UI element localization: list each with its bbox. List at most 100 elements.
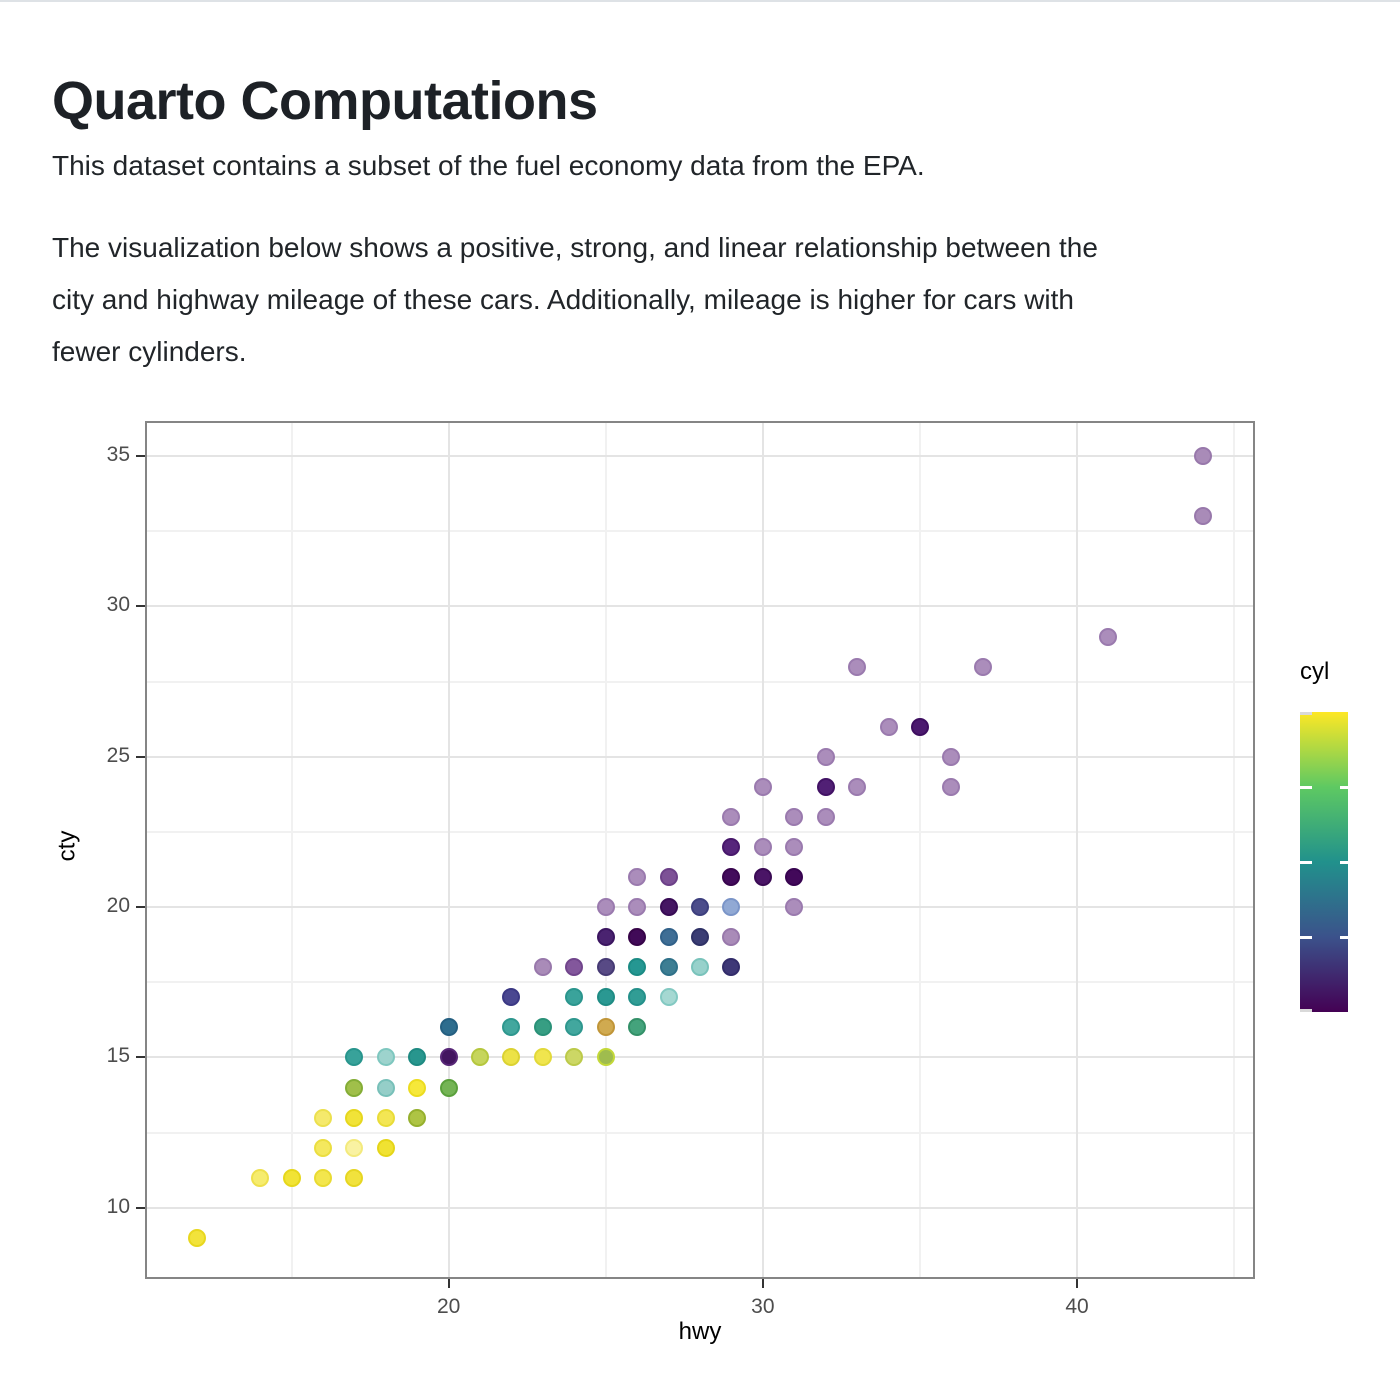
data-point — [785, 898, 804, 917]
y-axis-tick — [136, 1056, 145, 1059]
data-point — [659, 958, 678, 977]
gridline-y-major — [147, 605, 1253, 608]
data-point — [596, 1048, 615, 1067]
data-point — [596, 928, 615, 947]
data-point — [691, 958, 709, 977]
data-point — [722, 958, 741, 977]
gridline-y-major — [147, 1056, 1253, 1059]
gridline-y-minor — [147, 530, 1253, 533]
data-point — [785, 868, 804, 887]
data-point — [1193, 447, 1212, 466]
data-point — [1193, 507, 1212, 526]
data-point — [376, 1108, 395, 1127]
data-point — [439, 1018, 458, 1037]
gridline-y-major — [147, 1206, 1253, 1209]
data-point — [345, 1078, 364, 1097]
data-point — [565, 1018, 584, 1037]
x-axis-tick — [761, 1279, 764, 1288]
data-point — [816, 807, 835, 826]
data-point — [345, 1168, 364, 1187]
data-point — [722, 868, 741, 887]
paragraph-line: The visualization below shows a positive… — [52, 232, 1098, 263]
x-axis-tick-label: 30 — [751, 1295, 775, 1318]
data-point — [628, 988, 647, 1007]
paragraph-line: This dataset contains a subset of the fu… — [52, 150, 925, 181]
data-point — [659, 988, 678, 1007]
colorbar-tick — [1300, 861, 1312, 864]
y-axis-tick-label: 35 — [106, 443, 130, 467]
data-point — [753, 837, 772, 856]
colorbar-tick — [1300, 786, 1312, 789]
intro-paragraph: This dataset contains a subset of the fu… — [52, 140, 925, 192]
gridline-x-minor — [918, 423, 921, 1277]
data-point — [439, 1048, 458, 1067]
data-point — [942, 777, 961, 796]
y-axis-tick — [136, 1206, 145, 1209]
y-axis-tick — [136, 906, 145, 909]
plot-panel — [145, 421, 1255, 1279]
data-point — [251, 1168, 270, 1187]
paragraph-line: fewer cylinders. — [52, 336, 247, 367]
gridline-x-minor — [1233, 423, 1236, 1277]
data-point — [533, 1048, 552, 1067]
x-axis-tick-label: 40 — [1065, 1295, 1089, 1318]
data-point — [502, 1018, 521, 1037]
description-paragraph: The visualization below shows a positive… — [52, 222, 1098, 378]
data-point — [376, 1048, 395, 1067]
data-point — [848, 657, 867, 676]
y-axis-tick — [136, 455, 145, 458]
data-point — [282, 1168, 301, 1187]
data-point — [753, 868, 772, 887]
data-point — [785, 837, 804, 856]
data-point — [1099, 627, 1118, 646]
gridline-x-minor — [604, 423, 607, 1277]
data-point — [816, 777, 835, 796]
data-point — [848, 777, 867, 796]
data-point — [471, 1048, 490, 1067]
data-point — [408, 1078, 427, 1097]
y-axis-tick-label: 30 — [106, 593, 130, 617]
data-point — [565, 1048, 584, 1067]
data-point — [313, 1138, 332, 1157]
data-point — [345, 1108, 364, 1127]
data-point — [313, 1108, 332, 1127]
gridline-y-minor — [147, 830, 1253, 833]
colorbar-tick — [1300, 712, 1312, 715]
colorbar-tick — [1340, 936, 1348, 939]
x-axis-tick-label: 20 — [436, 1295, 461, 1318]
gridline-y-major — [147, 455, 1253, 458]
data-point — [722, 807, 741, 826]
y-axis-tick-label: 25 — [106, 743, 130, 767]
data-point — [628, 1018, 647, 1037]
gridline-x-major — [1076, 423, 1079, 1277]
y-axis-tick — [136, 605, 145, 608]
data-point — [879, 717, 898, 736]
data-point — [596, 958, 615, 977]
y-axis-tick-label: 20 — [106, 894, 130, 918]
data-point — [628, 928, 647, 947]
gridline-x-major — [447, 423, 450, 1277]
data-point — [376, 1078, 395, 1097]
y-axis-tick-label: 15 — [106, 1044, 130, 1068]
data-point — [345, 1138, 364, 1157]
data-point — [659, 868, 678, 887]
data-point — [533, 958, 552, 977]
data-point — [785, 807, 804, 826]
data-point — [345, 1048, 364, 1067]
data-point — [659, 928, 678, 947]
scatterplot-figure: 20 30 40 10 15 20 25 30 35 hwy cty cyl — [0, 390, 1400, 1400]
gridline-y-major — [147, 755, 1253, 758]
colorbar-tick — [1300, 1009, 1312, 1012]
x-axis-tick — [447, 1279, 450, 1288]
data-point — [942, 747, 961, 766]
gridline-y-minor — [147, 680, 1253, 683]
gridline-y-minor — [147, 981, 1253, 984]
data-point — [973, 657, 992, 676]
data-point — [188, 1228, 207, 1247]
data-point — [565, 988, 584, 1007]
paragraph-line: city and highway mileage of these cars. … — [52, 284, 1074, 315]
colorbar-tick — [1300, 936, 1312, 939]
data-point — [753, 777, 772, 796]
data-point — [313, 1168, 332, 1187]
colorbar-tick — [1340, 786, 1348, 789]
